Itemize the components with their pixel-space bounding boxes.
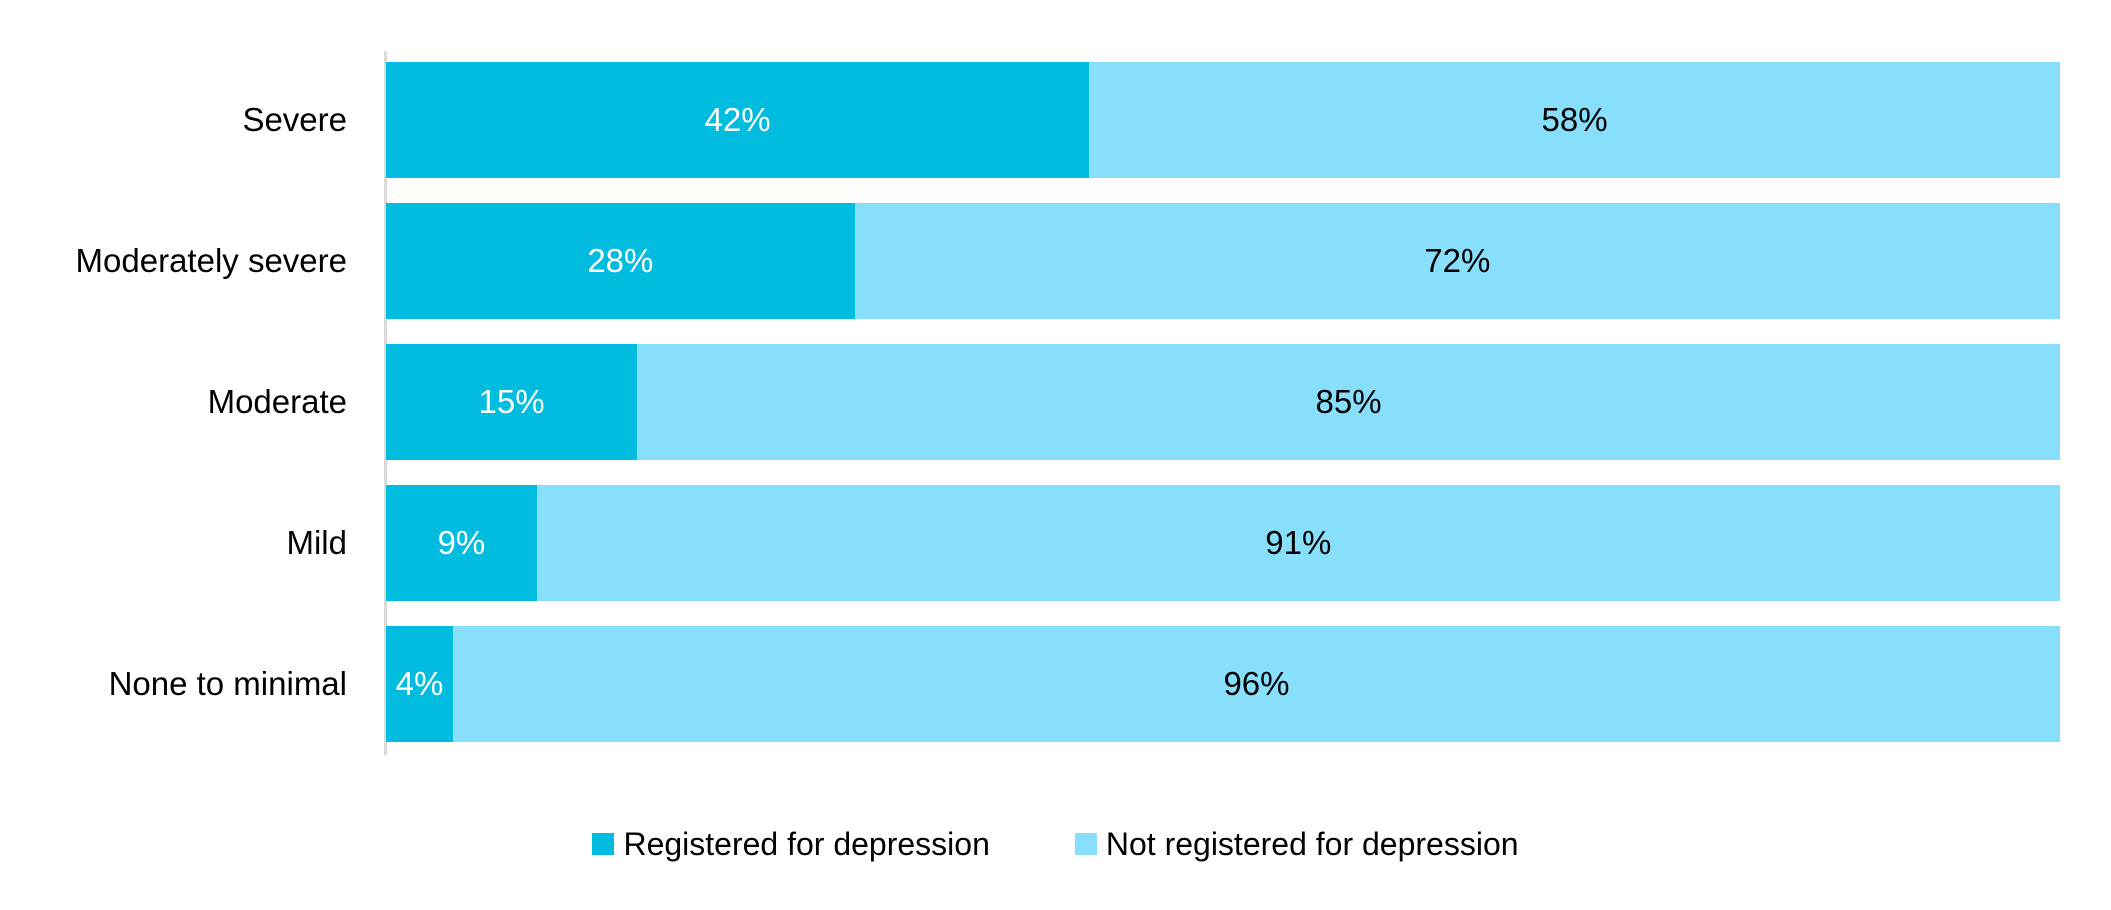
bar-track: 28% 72%	[386, 203, 2060, 319]
bar-segment-not-registered: 58%	[1089, 62, 2060, 178]
bar-segment-not-registered: 96%	[452, 626, 2060, 742]
bar-row: Moderately severe 28% 72%	[0, 203, 2111, 319]
bar-segment-not-registered: 91%	[536, 485, 2060, 601]
y-axis-line	[384, 51, 387, 755]
bar-segment-not-registered: 72%	[854, 203, 2060, 319]
bar-value-label: 96%	[1223, 665, 1290, 702]
category-label: Severe	[242, 101, 347, 138]
category-label: Moderately severe	[75, 242, 347, 279]
bar-row: Mild 9% 91%	[0, 485, 2111, 601]
bar-value-label: 42%	[704, 101, 771, 138]
bar-value-label: 15%	[478, 383, 545, 420]
bar-track: 4% 96%	[386, 626, 2060, 742]
legend-swatch-icon	[592, 833, 615, 855]
category-label: Mild	[286, 524, 347, 561]
bar-value-label: 72%	[1424, 242, 1491, 279]
bar-value-label: 4%	[395, 665, 444, 702]
bar-segment-registered: 15%	[386, 344, 638, 460]
bar-track: 15% 85%	[386, 344, 2060, 460]
bar-value-label: 58%	[1541, 101, 1608, 138]
bar-segment-registered: 4%	[386, 626, 453, 742]
bar-row: Moderate 15% 85%	[0, 344, 2111, 460]
bar-value-label: 9%	[437, 524, 486, 561]
legend: Registered for depression Not registered …	[0, 818, 2111, 870]
bar-value-label: 85%	[1315, 383, 1382, 420]
bar-row: Severe 42% 58%	[0, 62, 2111, 178]
bar-segment-not-registered: 85%	[637, 344, 2060, 460]
legend-item: Not registered for depression	[1074, 825, 1519, 863]
bar-value-label: 91%	[1265, 524, 1332, 561]
bar-value-label: 28%	[587, 242, 654, 279]
bar-segment-registered: 9%	[386, 485, 537, 601]
bar-track: 9% 91%	[386, 485, 2060, 601]
category-label: None to minimal	[108, 665, 347, 702]
bar-segment-registered: 28%	[386, 203, 855, 319]
category-label: Moderate	[207, 383, 347, 420]
legend-swatch-icon	[1074, 833, 1097, 855]
legend-item: Registered for depression	[592, 825, 990, 863]
bar-row: None to minimal 4% 96%	[0, 626, 2111, 742]
legend-label: Registered for depression	[623, 825, 990, 862]
bar-track: 42% 58%	[386, 62, 2060, 178]
bar-segment-registered: 42%	[386, 62, 1090, 178]
legend-label: Not registered for depression	[1105, 825, 1519, 862]
